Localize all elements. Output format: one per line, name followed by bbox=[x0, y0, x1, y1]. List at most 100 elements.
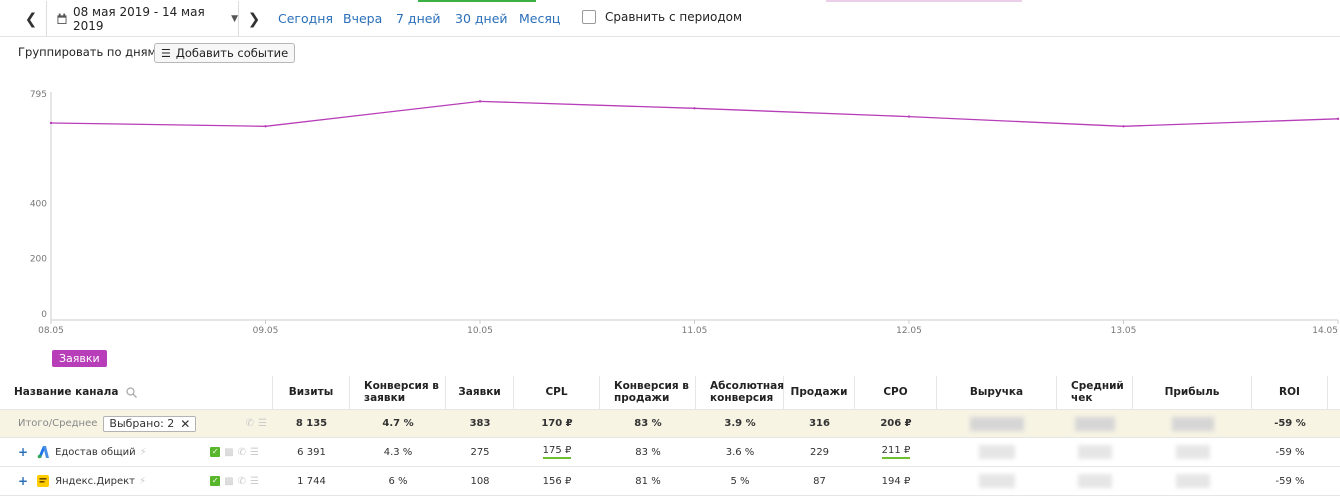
cell-average-check-hidden bbox=[1057, 467, 1133, 495]
x-tick-label: 10.05 bbox=[467, 326, 493, 336]
preset-month[interactable]: Месяц bbox=[519, 11, 561, 26]
col-header-revenue[interactable]: Выручка bbox=[937, 376, 1057, 409]
total-average-check-hidden bbox=[1057, 410, 1133, 437]
add-event-button[interactable]: ☰ Добавить событие bbox=[154, 43, 296, 63]
col-header-channel[interactable]: Название канала bbox=[0, 376, 273, 409]
col-header-cpl[interactable]: CPL bbox=[514, 376, 600, 409]
total-cpo: 206 ₽ bbox=[880, 418, 912, 429]
total-roi: -59 % bbox=[1274, 418, 1306, 429]
col-header-cpo[interactable]: CPO bbox=[855, 376, 937, 409]
next-period-button[interactable]: ❯ bbox=[241, 6, 267, 32]
table-row[interactable]: + Едостав общий ⚡ ✓ ▩ ✆ ☰ 6 391 4.3 % 27… bbox=[0, 438, 1340, 467]
date-range-picker[interactable]: 08 мая 2019 - 14 мая 2019 ▼ bbox=[46, 1, 239, 36]
row-actions: ✓ ▩ ✆ ☰ bbox=[210, 438, 259, 466]
total-profit-hidden bbox=[1133, 410, 1252, 437]
compare-label: Сравнить с периодом bbox=[605, 10, 743, 24]
x-tick-label: 09.05 bbox=[253, 326, 279, 336]
active-tab-indicator bbox=[418, 0, 536, 2]
yandex-direct-icon bbox=[37, 475, 50, 487]
x-tick-label: 08.05 bbox=[38, 326, 64, 336]
cell-average-check-hidden bbox=[1057, 438, 1133, 466]
bar-chart-icon[interactable]: ▩ bbox=[224, 475, 234, 487]
x-tick-label: 12.05 bbox=[896, 326, 922, 336]
series-point bbox=[1336, 117, 1340, 121]
close-icon[interactable]: ✕ bbox=[180, 416, 191, 431]
cell-absolute-conversion: 3.6 % bbox=[725, 446, 755, 458]
phone-icon[interactable]: ✆ bbox=[237, 446, 247, 458]
menu-icon[interactable]: ☰ bbox=[250, 446, 259, 458]
legend-series-leads[interactable]: Заявки bbox=[52, 350, 107, 367]
table-header: Название канала Визиты Конверсия в заявк… bbox=[0, 376, 1340, 410]
total-sales: 316 bbox=[809, 418, 830, 429]
row-actions: ✓ ▩ ✆ ☰ bbox=[210, 467, 259, 495]
menu-icon[interactable]: ☰ bbox=[258, 418, 267, 429]
cpo-value: 211 ₽ bbox=[881, 445, 911, 459]
phone-icon[interactable]: ✆ bbox=[237, 475, 247, 487]
period-toolbar: ❮ 08 мая 2019 - 14 мая 2019 ▼ ❯ Сегодня … bbox=[0, 0, 1340, 37]
checkbox-checked-icon[interactable]: ✓ bbox=[210, 447, 221, 457]
cell-lead-conversion: 4.3 % bbox=[383, 446, 413, 458]
expand-icon[interactable]: + bbox=[18, 474, 29, 488]
col-header-leads[interactable]: Заявки bbox=[446, 376, 514, 409]
preset-7-days[interactable]: 7 дней bbox=[396, 11, 441, 26]
series-point bbox=[478, 100, 482, 103]
compare-period-toggle[interactable]: Сравнить с периодом bbox=[582, 10, 742, 24]
total-sales-conversion: 83 % bbox=[634, 418, 662, 429]
series-point bbox=[693, 107, 696, 110]
series-point bbox=[1122, 125, 1125, 128]
cell-cpo: 211 ₽ bbox=[855, 438, 937, 466]
plug-icon: ⚡ bbox=[139, 475, 147, 487]
channel-cell: + Яндекс.Директ ⚡ ✓ ▩ ✆ ☰ bbox=[18, 467, 273, 495]
bar-chart-icon[interactable]: ▩ bbox=[224, 446, 234, 458]
table-total-row: Итого/Среднее Выбрано: 2 ✕ ✆ ☰ 8 135 4.7… bbox=[0, 410, 1340, 438]
group-by-label: Группировать по дням bbox=[18, 45, 157, 59]
menu-icon[interactable]: ☰ bbox=[250, 475, 259, 487]
col-header-profit[interactable]: Прибыль bbox=[1133, 376, 1252, 409]
series-point bbox=[907, 115, 911, 118]
search-icon[interactable] bbox=[126, 387, 138, 398]
checkbox-checked-icon[interactable]: ✓ bbox=[210, 476, 221, 486]
cell-revenue-hidden bbox=[937, 438, 1057, 466]
chevron-down-icon: ▼ bbox=[231, 13, 238, 24]
date-range-text: 08 мая 2019 - 14 мая 2019 bbox=[72, 4, 205, 33]
total-cell: Итого/Среднее Выбрано: 2 ✕ ✆ ☰ bbox=[18, 410, 273, 437]
prev-period-button[interactable]: ❮ bbox=[18, 6, 44, 32]
legend-series-label: Заявки bbox=[59, 352, 100, 365]
col-header-sales[interactable]: Продажи bbox=[784, 376, 855, 409]
preset-yesterday[interactable]: Вчера bbox=[343, 11, 383, 26]
leads-line-chart: 0 200 400 795 08.05 09.05 10.05 11.05 12.05 13.05… bbox=[30, 90, 1340, 336]
series-point bbox=[49, 121, 53, 125]
add-event-label: Добавить событие bbox=[175, 46, 289, 60]
preset-30-days[interactable]: 30 дней bbox=[455, 11, 508, 26]
total-visits: 8 135 bbox=[295, 418, 328, 429]
cell-lead-conversion: 6 % bbox=[388, 475, 408, 487]
phone-icon[interactable]: ✆ bbox=[245, 418, 255, 429]
group-by-dropdown[interactable]: Группировать по дням ▼ bbox=[18, 45, 166, 59]
col-header-absolute-conversion[interactable]: Абсолютная конверсия bbox=[696, 376, 784, 409]
cell-roi: -59 % bbox=[1275, 475, 1305, 487]
cell-cpo: 194 ₽ bbox=[881, 475, 911, 487]
cell-visits: 1 744 bbox=[297, 475, 326, 487]
cell-profit-hidden bbox=[1133, 438, 1252, 466]
compare-checkbox[interactable] bbox=[582, 10, 596, 24]
cell-cpl: 175 ₽ bbox=[514, 438, 600, 466]
selected-chip[interactable]: Выбрано: 2 ✕ bbox=[103, 415, 197, 432]
col-header-lead-conversion[interactable]: Конверсия в заявки bbox=[350, 376, 446, 409]
y-tick-label: 200 bbox=[30, 255, 47, 265]
cell-revenue-hidden bbox=[937, 467, 1057, 495]
table-row[interactable]: + Яндекс.Директ ⚡ ✓ ▩ ✆ ☰ 1 744 6 % 108 … bbox=[0, 467, 1340, 496]
col-header-roi[interactable]: ROI bbox=[1252, 376, 1328, 409]
col-header-average-check[interactable]: Средний чек bbox=[1057, 376, 1133, 409]
calendar-icon bbox=[57, 13, 67, 24]
channel-cell: + Едостав общий ⚡ ✓ ▩ ✆ ☰ bbox=[18, 438, 273, 466]
col-header-visits[interactable]: Визиты bbox=[273, 376, 350, 409]
expand-icon[interactable]: + bbox=[18, 445, 29, 459]
preset-today[interactable]: Сегодня bbox=[278, 11, 333, 26]
tab-indicator bbox=[826, 0, 1022, 2]
col-header-sales-conversion[interactable]: Конверсия в продажи bbox=[600, 376, 696, 409]
google-ads-icon bbox=[37, 446, 50, 459]
total-label: Итого/Среднее bbox=[18, 418, 98, 429]
cell-profit-hidden bbox=[1133, 467, 1252, 495]
total-lead-conversion: 4.7 % bbox=[382, 418, 414, 429]
y-tick-label: 0 bbox=[41, 310, 47, 320]
